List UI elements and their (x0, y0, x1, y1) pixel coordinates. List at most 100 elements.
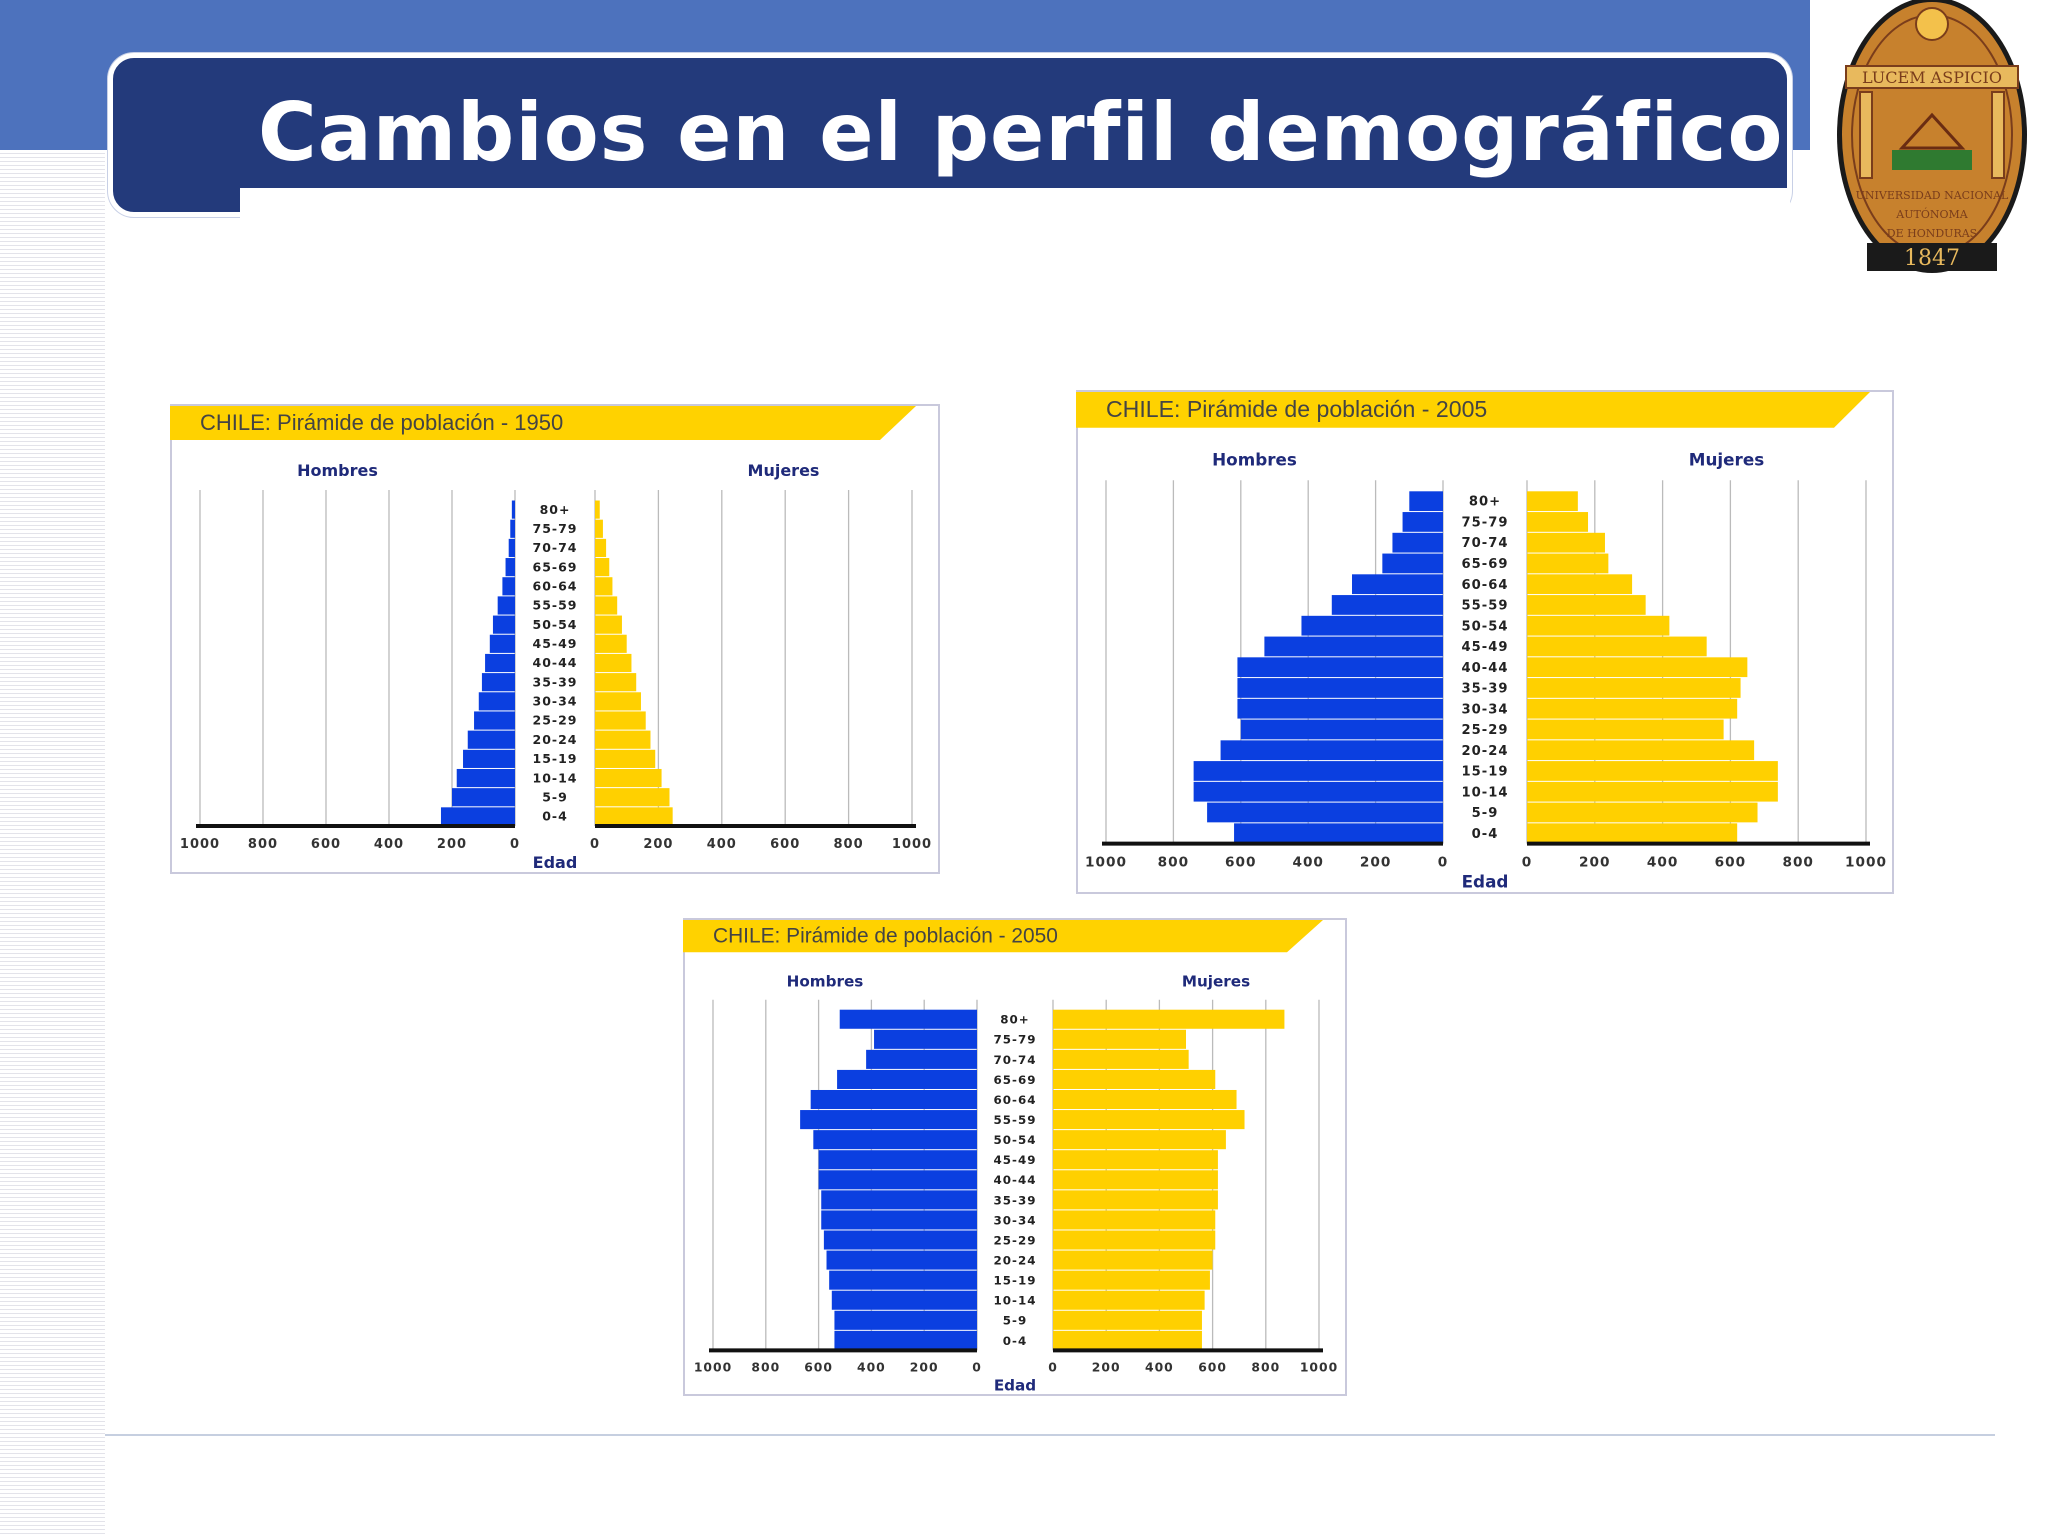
age-group-label: 20-24 (994, 1253, 1037, 1267)
bar-hombres (510, 519, 515, 538)
age-group-label: 30-34 (1462, 702, 1509, 717)
bar-hombres (818, 1150, 977, 1170)
chart-frame (170, 404, 940, 874)
bar-mujeres (1527, 512, 1589, 532)
right-series-label: Mujeres (1182, 972, 1250, 990)
age-group-label: 30-34 (994, 1213, 1037, 1227)
bar-mujeres (595, 558, 610, 577)
age-group-label: 70-74 (1462, 536, 1509, 551)
x-tick-label: 200 (910, 1360, 939, 1374)
age-group-label: 50-54 (533, 617, 578, 632)
bar-mujeres (1053, 1310, 1202, 1330)
bar-mujeres (1053, 1110, 1245, 1130)
age-group-label: 15-19 (1462, 765, 1509, 780)
left-series-label: Hombres (297, 461, 378, 480)
bar-hombres (821, 1210, 977, 1230)
age-group-label: 65-69 (1462, 557, 1509, 572)
chart-title: CHILE: Pirámide de población - 2005 (1106, 396, 1487, 422)
title-notch (240, 188, 1790, 218)
chart-title: CHILE: Pirámide de población - 2050 (713, 925, 1058, 948)
age-group-label: 45-49 (1462, 640, 1509, 655)
bar-mujeres (595, 807, 673, 826)
left-series-label: Hombres (787, 972, 864, 990)
bar-mujeres (1053, 1069, 1216, 1089)
bar-mujeres (595, 768, 662, 788)
x-tick-label: 1000 (1845, 855, 1887, 871)
bar-hombres (866, 1049, 977, 1069)
x-tick-label: 400 (1292, 855, 1323, 871)
pyramid-svg: CHILE: Pirámide de población - 2005 Hombr… (1076, 390, 1894, 894)
left-stripe-decoration (0, 150, 105, 1536)
bar-hombres (474, 711, 515, 730)
bar-mujeres (595, 634, 627, 653)
x-tick-label: 800 (248, 837, 278, 852)
age-group-label: 10-14 (994, 1294, 1037, 1308)
bar-hombres (834, 1310, 977, 1330)
bar-mujeres (1527, 802, 1758, 823)
pyramid-svg: CHILE: Pirámide de población - 2050 Hombr… (683, 918, 1347, 1396)
bar-hombres (489, 634, 515, 653)
bar-hombres (821, 1190, 977, 1210)
bar-hombres (831, 1290, 977, 1310)
bar-mujeres (1527, 823, 1738, 844)
age-group-label: 75-79 (994, 1033, 1037, 1047)
bar-hombres (810, 1089, 977, 1110)
x-tick-label: 600 (770, 837, 800, 852)
age-group-label: 60-64 (533, 579, 578, 594)
x-tick-label: 0 (1522, 855, 1533, 871)
age-group-label: 10-14 (533, 770, 578, 785)
bar-mujeres (1527, 553, 1609, 574)
bar-hombres (1207, 802, 1443, 823)
footer-divider (105, 1434, 1995, 1436)
bar-mujeres (1527, 491, 1578, 512)
x-tick-label: 200 (437, 837, 467, 852)
x-tick-label: 400 (857, 1360, 886, 1374)
x-tick-label: 800 (1158, 855, 1189, 871)
x-tick-label: 200 (1579, 855, 1610, 871)
x-tick-label: 600 (1225, 855, 1256, 871)
bar-hombres (826, 1250, 977, 1270)
age-group-label: 35-39 (533, 674, 578, 689)
pyramid-chart-2050: CHILE: Pirámide de población - 2050 Hombr… (683, 918, 1347, 1396)
x-tick-label: 1000 (892, 837, 932, 852)
bar-mujeres (595, 673, 637, 692)
bar-mujeres (595, 519, 603, 538)
age-group-label: 50-54 (1462, 619, 1509, 634)
bar-hombres (1409, 491, 1443, 512)
age-group-label: 75-79 (1462, 515, 1509, 530)
x-tick-label: 1000 (1300, 1360, 1338, 1374)
age-group-label: 40-44 (1462, 661, 1509, 676)
bar-mujeres (1527, 678, 1741, 698)
bar-mujeres (1053, 1330, 1202, 1350)
age-group-label: 30-34 (533, 694, 578, 709)
right-series-label: Mujeres (1689, 450, 1764, 470)
bar-mujeres (595, 577, 613, 596)
bar-hombres (1352, 574, 1443, 595)
bar-mujeres (1527, 740, 1755, 761)
bar-mujeres (1053, 1250, 1213, 1270)
age-group-label: 15-19 (533, 751, 578, 766)
bar-hombres (478, 692, 515, 711)
age-group-label: 45-49 (994, 1153, 1037, 1167)
bar-hombres (481, 673, 515, 692)
slide-title: Cambios en el perfil demográfico (258, 86, 1784, 179)
bar-hombres (839, 1009, 977, 1029)
x-tick-label: 400 (1145, 1360, 1174, 1374)
bar-mujeres (1527, 636, 1707, 657)
bar-hombres (492, 615, 515, 634)
bar-hombres (823, 1230, 977, 1250)
chart-title: CHILE: Pirámide de población - 1950 (200, 410, 563, 435)
bar-hombres (1237, 657, 1443, 678)
bar-hombres (1301, 615, 1443, 636)
bar-mujeres (595, 596, 618, 615)
age-group-label: 25-29 (1462, 723, 1509, 738)
age-group-label: 20-24 (1462, 744, 1509, 759)
pyramid-chart-1950: CHILE: Pirámide de población - 1950 Hombr… (170, 404, 940, 874)
x-tick-label: 0 (1438, 855, 1449, 871)
bar-hombres (1331, 595, 1443, 615)
age-group-label: 45-49 (533, 636, 578, 651)
bar-mujeres (1053, 1029, 1186, 1049)
seal-line-3: DE HONDURAS (1887, 227, 1977, 240)
x-tick-label: 800 (1251, 1360, 1280, 1374)
bar-mujeres (1527, 719, 1724, 740)
